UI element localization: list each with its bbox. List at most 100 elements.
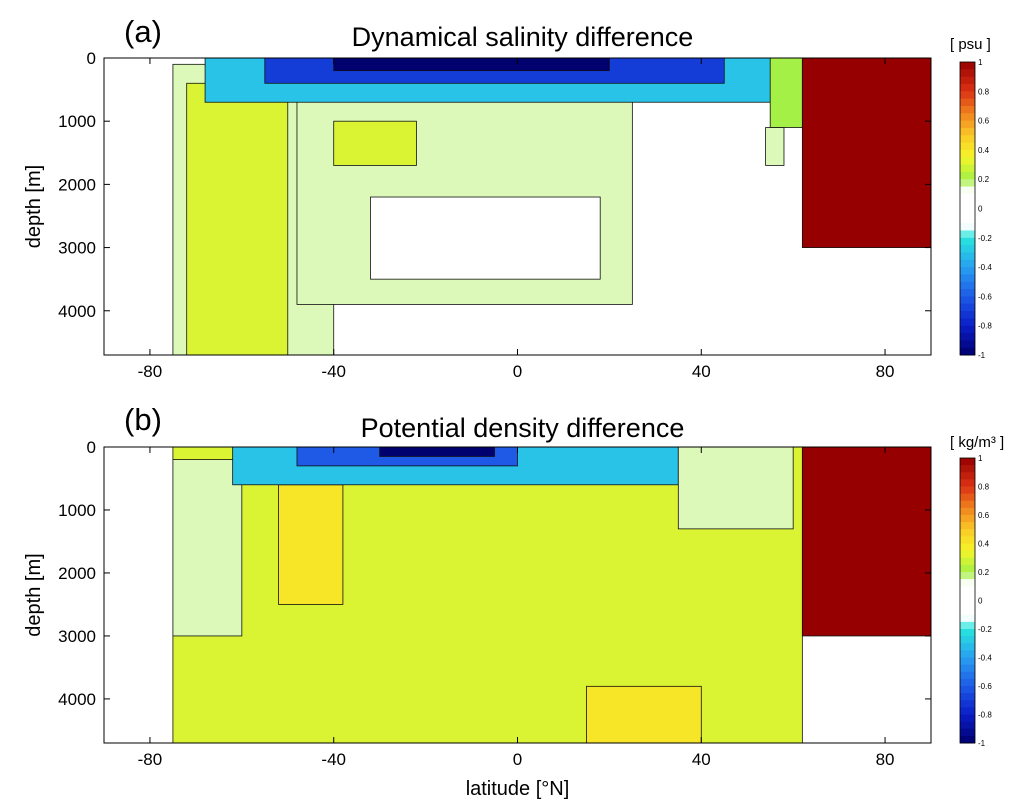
y-tick-label: 3000 — [58, 627, 96, 646]
colorbar-segment — [960, 201, 975, 209]
colorbar-segment — [960, 318, 975, 327]
colorbar-segment — [960, 311, 975, 319]
chart-panel-1: -80 -40 0 40 80 0 1000 2000 3000 4000 (a) Dynamical… — [23, 14, 992, 381]
colorbar-segment — [960, 522, 975, 530]
field-region — [370, 196, 601, 280]
colorbar-segment — [960, 735, 975, 744]
colorbar-segment — [960, 586, 975, 594]
colorbar-segment — [960, 600, 975, 609]
colorbar-tick-label: 1 — [978, 58, 983, 67]
colorbar-segment — [960, 245, 975, 253]
field-region — [333, 57, 610, 72]
colorbar: 1 0.8 0.6 0.4 0.2 0 -0.2 -0.4 -0.6 -0.8 -1 [ kg/m³ … — [950, 434, 1004, 748]
colorbar-segment — [960, 135, 975, 144]
colorbar-segment — [960, 274, 975, 283]
colorbar-frame — [959, 457, 976, 744]
colorbar-segment — [960, 98, 975, 107]
x-tick-label: 40 — [692, 362, 711, 381]
colorbar-segment — [960, 120, 975, 129]
field-region — [333, 120, 417, 166]
colorbar-tick-label: 0.4 — [978, 146, 990, 155]
colorbar-tick-label: 0.6 — [978, 117, 990, 126]
colorbar-tick-label: -0.6 — [978, 292, 992, 301]
colorbar-segment — [960, 529, 975, 537]
colorbar-segment — [960, 543, 975, 552]
field-region — [801, 57, 932, 248]
colorbar-segment — [960, 564, 975, 573]
colorbar-segment — [960, 593, 975, 601]
colorbar-segment — [960, 572, 975, 580]
colorbar-segment — [960, 507, 975, 516]
colorbar-segment — [960, 472, 975, 480]
colorbar-segment — [960, 230, 975, 239]
colorbar-segment — [960, 550, 975, 559]
colorbar-segment — [960, 113, 975, 122]
colorbar-segment — [960, 621, 975, 630]
colorbar-tick-label: 0 — [978, 597, 983, 606]
x-tick-label: -40 — [321, 750, 346, 769]
y-tick-label: 4000 — [58, 302, 96, 321]
colorbar-segment — [960, 671, 975, 680]
colorbar-segment — [960, 142, 975, 151]
colorbar-tick-label: -0.8 — [978, 322, 992, 331]
colorbar-segment — [960, 289, 975, 297]
x-tick-label: 80 — [876, 362, 895, 381]
colorbar-segment — [960, 193, 975, 202]
y-tick-label: 1000 — [58, 501, 96, 520]
colorbar-segment — [960, 536, 975, 544]
colorbar-tick-label: 0.2 — [978, 568, 990, 577]
y-tick-label: 3000 — [58, 239, 96, 258]
colorbar-segment — [960, 76, 975, 85]
colorbar-segment — [960, 714, 975, 723]
colorbar-segment — [960, 237, 975, 246]
colorbar-segment — [960, 515, 975, 523]
colorbar-segment — [960, 693, 975, 701]
field-region — [186, 82, 289, 356]
colorbar-segment — [960, 179, 975, 188]
colorbar-tick-label: -0.2 — [978, 625, 992, 634]
x-tick-label: 0 — [513, 362, 522, 381]
colorbar-unit: [ kg/m³ ] — [950, 434, 1004, 451]
colorbar-segment — [960, 186, 975, 195]
colorbar-segment — [960, 500, 975, 509]
colorbar-tick-label: -0.2 — [978, 234, 992, 243]
colorbar-segment — [960, 208, 975, 217]
colorbar-segment — [960, 215, 975, 224]
colorbar-tick-label: 0.6 — [978, 511, 990, 520]
colorbar-segment — [960, 700, 975, 708]
colorbar-segment — [960, 664, 975, 673]
colorbar: 1 0.8 0.6 0.4 0.2 0 -0.2 -0.4 -0.6 -0.8 -1 [ psu ] — [950, 36, 992, 360]
colorbar-segment — [960, 629, 975, 637]
colorbar-segment — [960, 325, 975, 334]
colorbar-tick-label: -1 — [978, 739, 986, 748]
y-tick-label: 0 — [87, 438, 96, 457]
colorbar-segment — [960, 643, 975, 651]
colorbar-segment — [960, 678, 975, 687]
colorbar-tick-label: 0 — [978, 205, 983, 214]
colorbar-segment — [960, 281, 975, 290]
colorbar-segment — [960, 347, 975, 356]
colorbar-segment — [960, 164, 975, 173]
colorbar-segment — [960, 252, 975, 261]
colorbar-segment — [960, 493, 975, 502]
x-tick-label: -40 — [321, 362, 346, 381]
colorbar-segment — [960, 69, 975, 78]
colorbar-segment — [960, 303, 975, 312]
x-tick-label: -80 — [138, 750, 163, 769]
colorbar-segment — [960, 157, 975, 166]
colorbar-segment — [960, 728, 975, 737]
field-region — [677, 446, 794, 530]
colorbar-segment — [960, 707, 975, 715]
y-tick-label: 2000 — [58, 564, 96, 583]
colorbar-segment — [960, 614, 975, 623]
x-tick-label: -80 — [138, 362, 163, 381]
colorbar-tick-label: 0.2 — [978, 175, 990, 184]
colorbar-segment — [960, 259, 975, 268]
colorbar-segment — [960, 458, 975, 466]
colorbar-segment — [960, 333, 975, 341]
colorbar-segment — [960, 127, 975, 136]
colorbar-segment — [960, 340, 975, 349]
colorbar-tick-label: -0.4 — [978, 263, 992, 272]
chart-title: Dynamical salinity difference — [352, 22, 694, 52]
